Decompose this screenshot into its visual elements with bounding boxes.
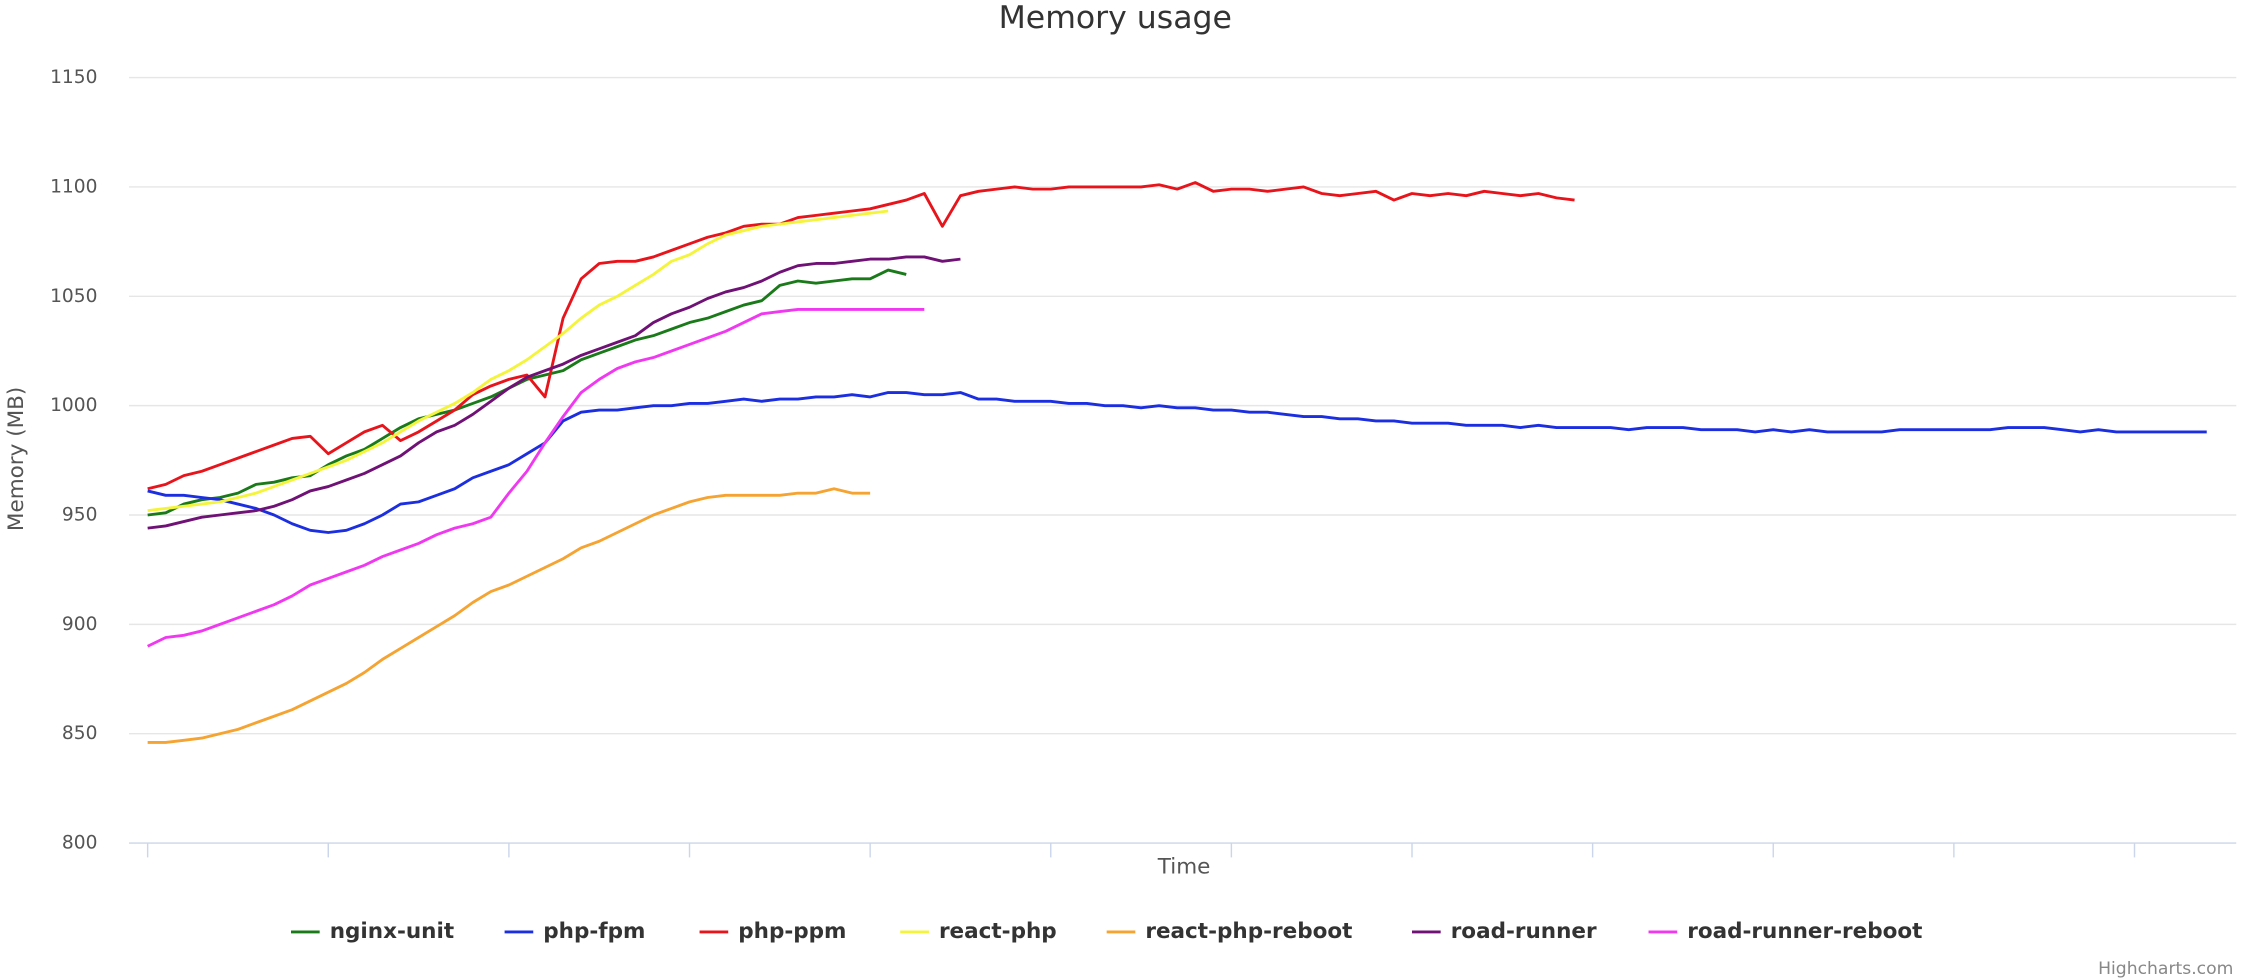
series-line [147, 391, 2207, 534]
legend-label: road-runner-reboot [1687, 919, 1922, 944]
legend-label: react-php-reboot [1145, 919, 1352, 944]
legend-label: nginx-unit [330, 919, 454, 944]
x-axis-title: Time [1157, 854, 1211, 879]
y-tick-label: 1000 [50, 395, 97, 416]
y-tick-label: 1150 [50, 67, 97, 88]
series-line [147, 268, 907, 517]
y-tick-label: 1100 [50, 176, 97, 197]
y-tick-label: 800 [62, 833, 98, 854]
y-axis-title: Memory (MB) [4, 387, 29, 531]
series-line [147, 255, 961, 530]
series-line [147, 487, 871, 744]
legend-label: react-php [939, 919, 1057, 944]
y-tick-label: 850 [62, 723, 98, 744]
credits: Highcharts.com [2098, 959, 2233, 978]
legend-label: php-ppm [738, 919, 846, 944]
y-tick-label: 1050 [50, 286, 97, 307]
chart-title: Memory usage [999, 0, 1232, 36]
y-tick-label: 900 [62, 614, 98, 635]
legend-label: php-fpm [543, 919, 645, 944]
series-line [147, 181, 1575, 491]
series-line [147, 209, 889, 513]
y-tick-label: 950 [62, 505, 98, 526]
series-line [147, 307, 925, 648]
legend-label: road-runner [1451, 919, 1597, 944]
